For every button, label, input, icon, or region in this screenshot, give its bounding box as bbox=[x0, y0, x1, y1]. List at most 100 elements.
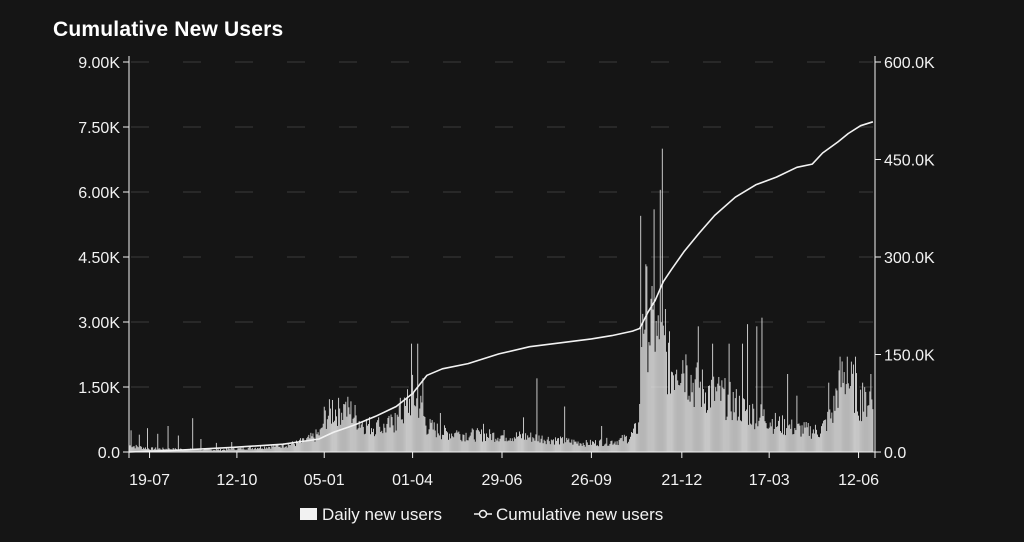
bar bbox=[352, 418, 354, 452]
bar bbox=[586, 442, 588, 452]
bar bbox=[280, 447, 282, 452]
bar bbox=[572, 444, 574, 452]
bar bbox=[596, 445, 597, 452]
cumulative-new-users-line bbox=[128, 121, 874, 453]
bar bbox=[509, 438, 511, 452]
bar bbox=[328, 399, 330, 452]
bar bbox=[753, 408, 755, 452]
bar bbox=[839, 356, 841, 452]
bar bbox=[619, 438, 621, 452]
bar bbox=[763, 409, 765, 452]
bar bbox=[533, 438, 535, 452]
bar bbox=[702, 389, 704, 452]
left-tick-label: 1.50K bbox=[78, 380, 120, 397]
bar bbox=[484, 433, 485, 452]
bar bbox=[837, 407, 839, 452]
bar bbox=[670, 393, 671, 452]
bar bbox=[210, 449, 212, 452]
bar bbox=[245, 449, 247, 452]
bar bbox=[535, 434, 537, 452]
bar bbox=[300, 438, 302, 452]
bar bbox=[306, 438, 308, 452]
bar bbox=[872, 409, 874, 452]
bar bbox=[290, 443, 292, 452]
bar bbox=[196, 449, 198, 452]
bar bbox=[647, 372, 649, 452]
bar bbox=[481, 429, 482, 452]
bar bbox=[204, 448, 206, 452]
bar bbox=[662, 325, 664, 452]
bar bbox=[833, 395, 835, 452]
bar bbox=[785, 435, 787, 452]
bar bbox=[200, 439, 202, 452]
bar bbox=[365, 418, 367, 452]
bar bbox=[807, 422, 809, 452]
bar bbox=[301, 442, 303, 452]
bar bbox=[718, 376, 720, 452]
bar bbox=[284, 446, 286, 452]
bar bbox=[656, 335, 658, 452]
bar bbox=[230, 449, 232, 452]
bar bbox=[712, 343, 714, 452]
bar bbox=[225, 450, 227, 452]
bar bbox=[523, 417, 525, 452]
bar bbox=[214, 450, 216, 452]
bar bbox=[390, 414, 392, 452]
bar bbox=[792, 434, 794, 452]
bar bbox=[829, 409, 831, 452]
bar bbox=[416, 398, 418, 452]
bar bbox=[477, 430, 479, 452]
bar bbox=[696, 362, 698, 452]
bar bbox=[711, 379, 713, 452]
bar bbox=[138, 434, 140, 452]
bar bbox=[437, 433, 439, 452]
right-tick-label: 600.0K bbox=[884, 55, 935, 72]
bar bbox=[246, 449, 248, 452]
bar bbox=[864, 387, 866, 452]
bar bbox=[821, 426, 823, 452]
bar bbox=[618, 439, 620, 452]
bar bbox=[342, 419, 344, 452]
bar bbox=[243, 449, 245, 452]
bar bbox=[590, 444, 592, 452]
bar bbox=[790, 428, 792, 452]
bar bbox=[400, 419, 402, 452]
left-tick-label: 6.00K bbox=[78, 185, 120, 202]
bar bbox=[296, 440, 297, 452]
bar bbox=[723, 389, 725, 452]
bar bbox=[787, 374, 789, 452]
bar bbox=[570, 442, 572, 452]
bar bbox=[558, 438, 559, 452]
bar bbox=[606, 437, 608, 452]
bar bbox=[771, 418, 773, 452]
bar bbox=[554, 437, 556, 452]
bar bbox=[841, 361, 843, 452]
bar bbox=[357, 428, 359, 452]
bar bbox=[423, 415, 425, 452]
bar bbox=[373, 428, 374, 452]
bar bbox=[565, 442, 567, 452]
bar bbox=[681, 373, 683, 452]
bar bbox=[672, 372, 674, 452]
bar bbox=[379, 426, 381, 452]
bar bbox=[691, 392, 693, 452]
bar bbox=[603, 445, 605, 452]
bar bbox=[775, 427, 777, 452]
bar bbox=[605, 443, 607, 452]
bar bbox=[556, 440, 557, 452]
bar bbox=[531, 441, 533, 452]
bar bbox=[420, 395, 422, 452]
bar bbox=[750, 423, 752, 452]
bar bbox=[319, 429, 321, 452]
bar bbox=[724, 378, 726, 452]
bar bbox=[739, 420, 741, 452]
bar bbox=[240, 447, 242, 452]
bar bbox=[221, 450, 222, 452]
bar bbox=[634, 423, 635, 452]
bar bbox=[599, 440, 601, 452]
bar bbox=[773, 428, 775, 452]
bar bbox=[430, 422, 432, 452]
bar bbox=[698, 387, 700, 452]
bar bbox=[274, 446, 276, 452]
